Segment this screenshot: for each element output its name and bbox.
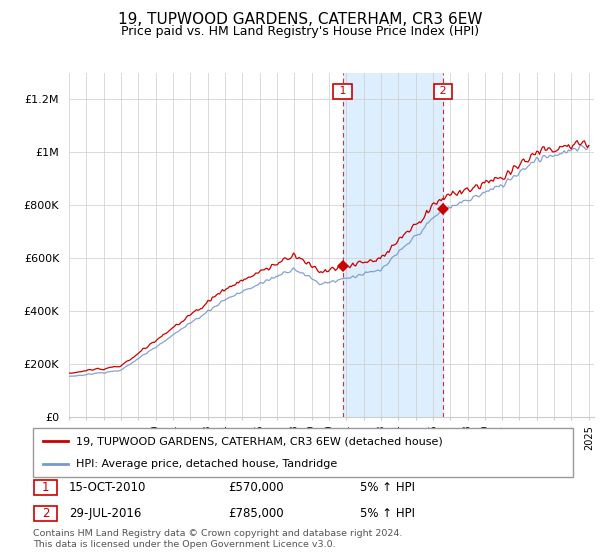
Text: £570,000: £570,000 — [228, 480, 284, 494]
Text: 5% ↑ HPI: 5% ↑ HPI — [360, 507, 415, 520]
Text: Contains HM Land Registry data © Crown copyright and database right 2024.
This d: Contains HM Land Registry data © Crown c… — [33, 529, 403, 549]
Text: 2: 2 — [436, 86, 450, 96]
Text: 1: 1 — [335, 86, 350, 96]
Text: 19, TUPWOOD GARDENS, CATERHAM, CR3 6EW: 19, TUPWOOD GARDENS, CATERHAM, CR3 6EW — [118, 12, 482, 27]
Text: 1: 1 — [42, 480, 49, 494]
Text: HPI: Average price, detached house, Tandridge: HPI: Average price, detached house, Tand… — [76, 459, 337, 469]
Text: 5% ↑ HPI: 5% ↑ HPI — [360, 480, 415, 494]
Text: 15-OCT-2010: 15-OCT-2010 — [69, 480, 146, 494]
Text: 29-JUL-2016: 29-JUL-2016 — [69, 507, 142, 520]
Text: 2: 2 — [42, 507, 49, 520]
Text: £785,000: £785,000 — [228, 507, 284, 520]
Text: Price paid vs. HM Land Registry's House Price Index (HPI): Price paid vs. HM Land Registry's House … — [121, 25, 479, 38]
Text: 19, TUPWOOD GARDENS, CATERHAM, CR3 6EW (detached house): 19, TUPWOOD GARDENS, CATERHAM, CR3 6EW (… — [76, 436, 443, 446]
Bar — [343, 73, 443, 417]
